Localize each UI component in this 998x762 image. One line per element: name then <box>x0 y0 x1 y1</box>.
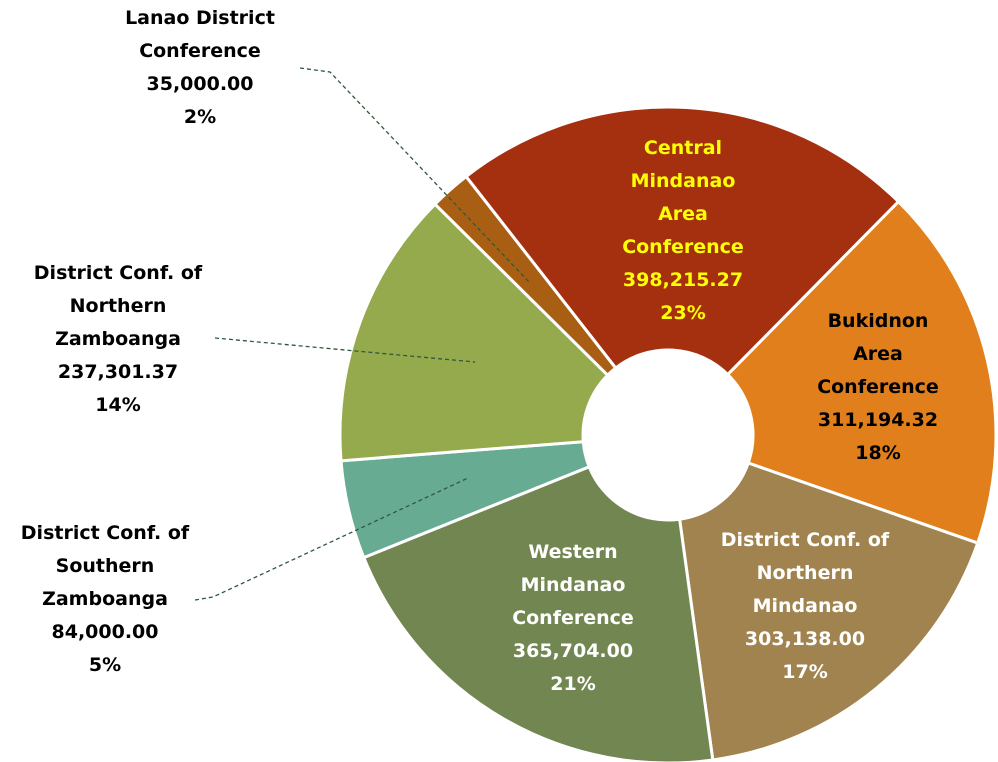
data-label: District Conf. of Southern Zamboanga 84,0… <box>16 517 194 682</box>
percent-label: 14% <box>95 394 141 416</box>
value-label: 84,000.00 <box>51 621 159 643</box>
category-label: Central Mindanao Area Conference <box>622 137 744 258</box>
slice <box>432 174 618 378</box>
data-label: Central Mindanao Area Conference 398,215.… <box>608 132 758 330</box>
value-label: 311,194.32 <box>817 409 939 431</box>
percent-label: 2% <box>183 106 217 128</box>
category-label: Lanao District Conference <box>125 7 275 62</box>
percent-label: 18% <box>855 442 901 464</box>
data-label: Western Mindanao Conference 365,704.00 21% <box>491 536 656 701</box>
category-label: District Conf. of Northern Mindanao <box>720 529 890 617</box>
category-label: Bukidnon Area Conference <box>817 310 939 398</box>
slice <box>338 202 610 463</box>
slice <box>463 105 901 377</box>
value-label: 365,704.00 <box>512 640 634 662</box>
slice <box>361 464 715 762</box>
data-label: District Conf. of Northern Mindanao 303,1… <box>716 524 894 689</box>
category-label: Western Mindanao Conference <box>512 541 634 629</box>
value-label: 35,000.00 <box>146 73 254 95</box>
value-label: 237,301.37 <box>57 361 179 383</box>
value-label: 303,138.00 <box>744 628 866 650</box>
category-label: District Conf. of Southern Zamboanga <box>20 522 190 610</box>
percent-label: 5% <box>88 654 122 676</box>
percent-label: 21% <box>550 673 596 695</box>
leader-line <box>194 477 469 601</box>
slice <box>677 461 980 762</box>
data-label: District Conf. of Northern Zamboanga 237,… <box>29 257 207 422</box>
leader-line <box>299 67 531 284</box>
data-label: Lanao District Conference 35,000.00 2% <box>108 2 293 134</box>
percent-label: 17% <box>782 661 828 683</box>
percent-label: 23% <box>660 302 706 324</box>
slice <box>725 199 998 545</box>
leader-line <box>214 337 476 363</box>
category-label: District Conf. of Northern Zamboanga <box>33 262 203 350</box>
value-label: 398,215.27 <box>622 269 744 291</box>
data-label: Bukidnon Area Conference 311,194.32 18% <box>803 305 953 470</box>
